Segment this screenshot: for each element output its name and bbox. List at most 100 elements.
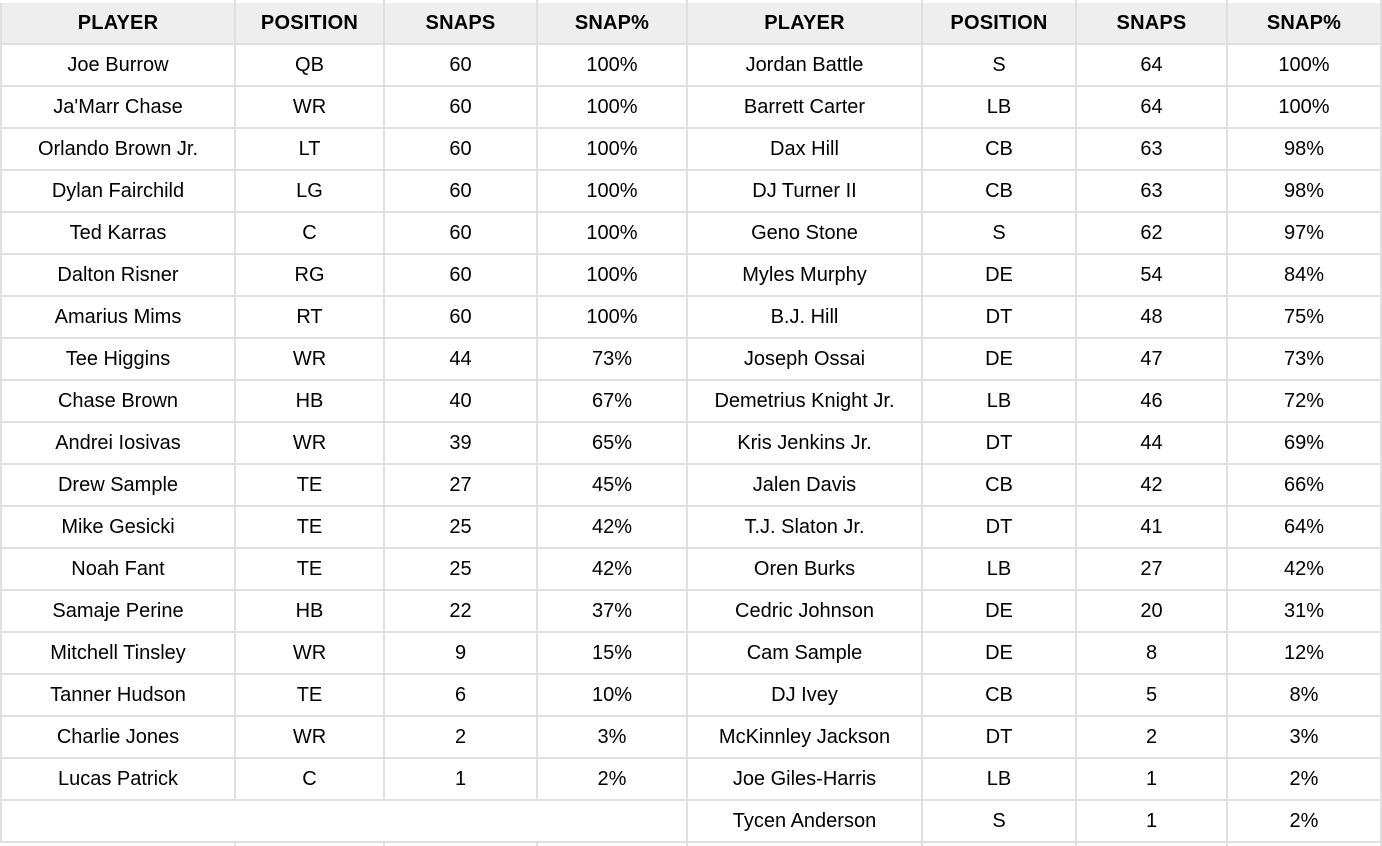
table-row: Ja'Marr Chase WR 60 100% Barrett Carter LB 64 1… — [0, 87, 1382, 129]
table-row: Tee Higgins WR 44 73% Joseph Ossai DE 47 73% — [0, 339, 1382, 381]
cell-offense-snaps: 60 — [385, 45, 538, 87]
cell-defense-snaps: 27 — [1077, 549, 1228, 591]
cell-offense-player: Orlando Brown Jr. — [0, 129, 236, 171]
cell-defense-snaps: 62 — [1077, 213, 1228, 255]
cell-offense-position: WR — [236, 87, 385, 129]
cell-defense-snaps: 63 — [1077, 129, 1228, 171]
cell-defense-snap-pct: 2% — [1228, 801, 1382, 843]
cell-offense-snap-pct: 15% — [538, 633, 688, 675]
cell-defense-position: DT — [923, 507, 1077, 549]
cell-offense-snaps: 44 — [385, 339, 538, 381]
cell-offense-position: TE — [236, 465, 385, 507]
table-row: Mitchell Tinsley WR 9 15% Cam Sample DE 8 12% — [0, 633, 1382, 675]
cell-offense-player: Dylan Fairchild — [0, 171, 236, 213]
cell-defense-snaps: 44 — [1077, 423, 1228, 465]
grid-stub-cell — [538, 843, 688, 846]
cell-offense-position: TE — [236, 549, 385, 591]
table-row: Tanner Hudson TE 6 10% DJ Ivey CB 5 8% — [0, 675, 1382, 717]
cell-defense-position: LB — [923, 381, 1077, 423]
cell-defense-position: CB — [923, 129, 1077, 171]
table-row: Tycen Anderson S 1 2% — [0, 801, 1382, 843]
cell-defense-snap-pct: 100% — [1228, 87, 1382, 129]
cell-offense-snap-pct: 100% — [538, 297, 688, 339]
cell-defense-player: Cam Sample — [688, 633, 923, 675]
cell-offense-position: LT — [236, 129, 385, 171]
cell-defense-position: CB — [923, 675, 1077, 717]
table-body: Joe Burrow QB 60 100% Jordan Battle S 64 100% Ja… — [0, 45, 1382, 843]
table-row: Chase Brown HB 40 67% Demetrius Knight Jr. LB… — [0, 381, 1382, 423]
cell-offense-player: Ted Karras — [0, 213, 236, 255]
cell-defense-player: B.J. Hill — [688, 297, 923, 339]
grid-stub-cell — [385, 0, 538, 3]
table-row: Lucas Patrick C 1 2% Joe Giles-Harris LB 1 2% — [0, 759, 1382, 801]
cell-offense-player: Joe Burrow — [0, 45, 236, 87]
cell-offense-position: TE — [236, 675, 385, 717]
cell-offense-position: WR — [236, 339, 385, 381]
cell-defense-snap-pct: 66% — [1228, 465, 1382, 507]
cell-defense-snap-pct: 2% — [1228, 759, 1382, 801]
cell-offense-snap-pct: 45% — [538, 465, 688, 507]
cell-defense-position: S — [923, 45, 1077, 87]
cell-offense-snap-pct: 65% — [538, 423, 688, 465]
cell-offense-snaps: 60 — [385, 255, 538, 297]
cell-defense-snaps: 46 — [1077, 381, 1228, 423]
cell-defense-player: Cedric Johnson — [688, 591, 923, 633]
grid-stub-cell — [1077, 843, 1228, 846]
table-row: Joe Burrow QB 60 100% Jordan Battle S 64 100% — [0, 45, 1382, 87]
cell-offense-position: C — [236, 759, 385, 801]
grid-stub-cell — [0, 843, 236, 846]
cell-defense-snaps: 63 — [1077, 171, 1228, 213]
cell-defense-snap-pct: 73% — [1228, 339, 1382, 381]
cell-defense-player: Demetrius Knight Jr. — [688, 381, 923, 423]
table-row: Amarius Mims RT 60 100% B.J. Hill DT 48 75% — [0, 297, 1382, 339]
grid-stub-cell — [385, 843, 538, 846]
grid-stub-cell — [1228, 843, 1382, 846]
cell-offense-player: Noah Fant — [0, 549, 236, 591]
cell-offense-snaps: 40 — [385, 381, 538, 423]
cell-defense-snap-pct: 98% — [1228, 129, 1382, 171]
cell-defense-player: Barrett Carter — [688, 87, 923, 129]
cell-defense-player: Geno Stone — [688, 213, 923, 255]
cell-offense-player: Tanner Hudson — [0, 675, 236, 717]
cell-defense-snaps: 20 — [1077, 591, 1228, 633]
table-row: Dalton Risner RG 60 100% Myles Murphy DE 54 84% — [0, 255, 1382, 297]
cell-offense-snaps: 60 — [385, 213, 538, 255]
cell-offense-position: WR — [236, 717, 385, 759]
grid-stub-cell — [0, 0, 236, 3]
cell-offense-snaps: 39 — [385, 423, 538, 465]
cell-offense-snap-pct: 100% — [538, 129, 688, 171]
cell-defense-snap-pct: 98% — [1228, 171, 1382, 213]
grid-stub-cell — [688, 0, 923, 3]
cell-defense-snaps: 54 — [1077, 255, 1228, 297]
cell-offense-position: HB — [236, 591, 385, 633]
cell-offense-snap-pct: 67% — [538, 381, 688, 423]
grid-stub-cell — [923, 843, 1077, 846]
cell-offense-snaps: 25 — [385, 507, 538, 549]
cell-defense-snap-pct: 97% — [1228, 213, 1382, 255]
header-defense-snaps: SNAPS — [1077, 3, 1228, 45]
cell-defense-snaps: 64 — [1077, 87, 1228, 129]
cell-defense-snap-pct: 12% — [1228, 633, 1382, 675]
cell-defense-snap-pct: 8% — [1228, 675, 1382, 717]
cell-offense-player: Mike Gesicki — [0, 507, 236, 549]
empty-cell — [0, 801, 688, 843]
cell-offense-snap-pct: 2% — [538, 759, 688, 801]
table-row: Dylan Fairchild LG 60 100% DJ Turner II CB 63 9… — [0, 171, 1382, 213]
cell-defense-snaps: 41 — [1077, 507, 1228, 549]
table-row: Charlie Jones WR 2 3% McKinnley Jackson DT 2 3% — [0, 717, 1382, 759]
cell-offense-snap-pct: 3% — [538, 717, 688, 759]
cell-defense-position: DE — [923, 255, 1077, 297]
cell-offense-snaps: 6 — [385, 675, 538, 717]
cell-offense-snap-pct: 73% — [538, 339, 688, 381]
cell-offense-snaps: 25 — [385, 549, 538, 591]
top-grid-sliver — [0, 0, 1382, 3]
cell-offense-snaps: 60 — [385, 129, 538, 171]
cell-defense-position: CB — [923, 171, 1077, 213]
grid-stub-cell — [688, 843, 923, 846]
cell-offense-snap-pct: 100% — [538, 213, 688, 255]
cell-defense-player: T.J. Slaton Jr. — [688, 507, 923, 549]
cell-offense-position: WR — [236, 423, 385, 465]
cell-defense-position: CB — [923, 465, 1077, 507]
cell-offense-snap-pct: 42% — [538, 507, 688, 549]
